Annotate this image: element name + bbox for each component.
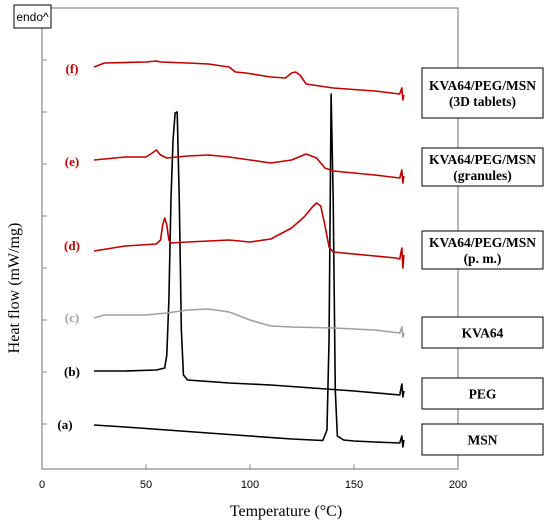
legend-text-f: KVA64/PEG/MSN xyxy=(429,78,536,93)
x-axis-ticks: 0 50 100 150 200 xyxy=(39,464,467,491)
curve-c xyxy=(93,308,405,338)
curve-b xyxy=(94,111,405,398)
y-axis-title: Heat flow (mW/mg) xyxy=(6,223,23,354)
curve-d xyxy=(93,202,405,269)
legend-box-b xyxy=(421,377,544,410)
curve-label-d: (d) xyxy=(64,238,80,253)
legend-text-c: KVA64 xyxy=(462,326,504,341)
x-tick-label: 50 xyxy=(140,479,152,491)
curve-labels-group: (a) (b) (c) (d) (e) (f) xyxy=(57,61,80,432)
legend-box-a xyxy=(421,423,544,456)
x-axis-title: Temperature (°C) xyxy=(230,503,342,520)
curve-label-b: (b) xyxy=(64,364,80,379)
legend-box-c xyxy=(421,316,544,349)
endo-box xyxy=(13,4,52,29)
curve-label-c: (c) xyxy=(65,310,79,325)
x-tick-label: 0 xyxy=(39,479,45,491)
legend-text-d: KVA64/PEG/MSN xyxy=(429,235,536,250)
x-tick-label: 200 xyxy=(449,479,467,491)
legend-text-d: (p. m.) xyxy=(464,251,502,266)
legend-text-e: KVA64/PEG/MSN xyxy=(429,152,536,167)
legend-text-f: (3D tablets) xyxy=(449,94,516,109)
endo-label: endo^ xyxy=(16,10,49,24)
legend-box-f xyxy=(421,67,544,119)
legend-box-e xyxy=(421,147,544,187)
curve-label-e: (e) xyxy=(65,154,79,169)
legend-text-b: PEG xyxy=(469,387,497,402)
curve-f xyxy=(93,60,405,101)
legend-text-a: MSN xyxy=(468,433,498,448)
curves-group xyxy=(93,60,405,448)
curve-label-f: (f) xyxy=(66,61,79,76)
x-tick-label: 150 xyxy=(345,479,363,491)
curve-label-a: (a) xyxy=(57,417,72,432)
x-tick-label: 100 xyxy=(241,479,259,491)
plot-frame xyxy=(41,7,459,470)
y-axis-ticks xyxy=(42,59,47,425)
curve-e xyxy=(93,149,405,184)
legend-box-d xyxy=(421,230,544,270)
curve-a xyxy=(93,93,405,448)
legend-text-e: (granules) xyxy=(453,168,512,183)
